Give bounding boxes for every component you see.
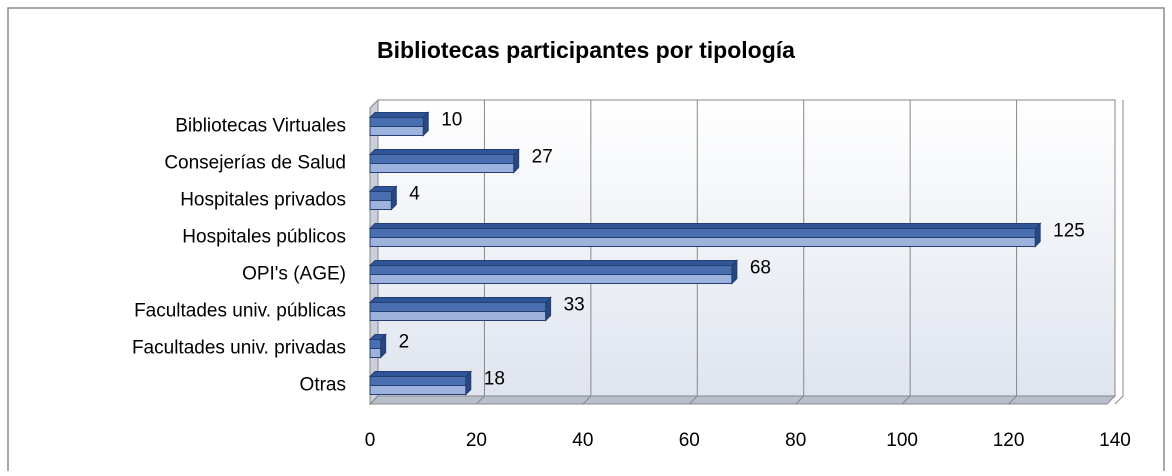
value-label: 68 bbox=[750, 258, 771, 279]
grid-line bbox=[1008, 100, 1018, 405]
x-tick-label: 40 bbox=[572, 430, 593, 451]
y-tick-label: Bibliotecas Virtuales bbox=[175, 116, 346, 137]
y-tick-label: Otras bbox=[300, 375, 346, 396]
y-tick-label: OPI's (AGE) bbox=[242, 264, 346, 285]
chart-title: Bibliotecas participantes por tipología bbox=[377, 37, 795, 63]
grid-line bbox=[795, 100, 805, 405]
bar bbox=[368, 185, 398, 211]
bar bbox=[368, 296, 552, 322]
grid-line bbox=[582, 100, 592, 405]
value-label: 4 bbox=[409, 184, 420, 205]
y-tick-label: Facultades univ. privadas bbox=[132, 338, 346, 359]
bar bbox=[368, 222, 1042, 248]
value-label: 125 bbox=[1053, 221, 1085, 242]
grid-line bbox=[476, 100, 485, 405]
y-tick-label: Hospitales públicos bbox=[182, 227, 346, 248]
bar bbox=[368, 370, 472, 396]
bar bbox=[368, 333, 387, 359]
value-label: 18 bbox=[484, 369, 505, 390]
back-wall bbox=[377, 99, 1116, 397]
grid-line bbox=[901, 100, 911, 405]
y-tick-label: Hospitales privados bbox=[180, 190, 346, 211]
value-label: 10 bbox=[441, 110, 462, 131]
x-tick-label: 20 bbox=[466, 430, 487, 451]
value-label: 2 bbox=[399, 332, 410, 353]
x-tick-label: 80 bbox=[785, 430, 806, 451]
side-wall bbox=[369, 98, 379, 406]
grid-line bbox=[1114, 100, 1124, 405]
x-tick-label: 120 bbox=[993, 430, 1025, 451]
bar bbox=[368, 148, 520, 174]
value-label: 33 bbox=[564, 295, 585, 316]
floor bbox=[368, 395, 1117, 405]
y-tick-label: Facultades univ. públicas bbox=[134, 301, 346, 322]
grid-line bbox=[688, 100, 698, 405]
bar bbox=[368, 259, 739, 285]
x-tick-label: 100 bbox=[886, 430, 918, 451]
x-tick-label: 60 bbox=[679, 430, 700, 451]
y-tick-label: Consejerías de Salud bbox=[164, 153, 346, 174]
x-tick-label: 0 bbox=[365, 430, 376, 451]
value-label: 27 bbox=[532, 147, 553, 168]
x-tick-label: 140 bbox=[1099, 430, 1131, 451]
bar bbox=[368, 111, 430, 137]
